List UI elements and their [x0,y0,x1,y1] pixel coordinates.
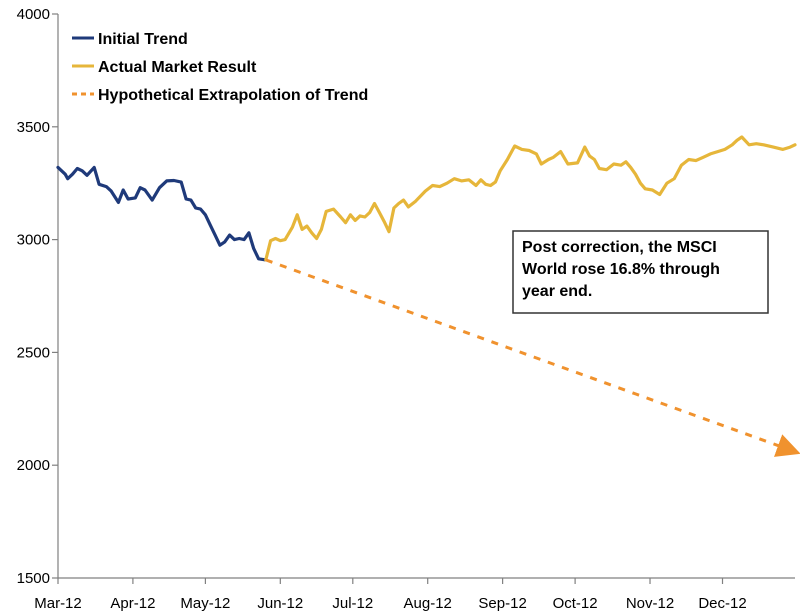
annotation-line: year end. [522,283,592,300]
x-tick-label: Sep-12 [478,595,526,612]
series-line-2 [264,135,797,262]
x-tick-label: Mar-12 [34,595,82,612]
y-tick-label: 2500 [17,344,50,361]
x-tick-label: Dec-12 [698,595,746,612]
x-tick-label: May-12 [180,595,230,612]
x-axis-ticks: Mar-12 Apr-12 May-12 Jun-12 Jul-12 Aug-12 Sep-… [34,578,747,612]
y-tick-label: 3500 [17,119,50,136]
y-tick-label: 3000 [17,232,50,249]
x-tick-label: Oct-12 [553,595,598,612]
y-tick-label: 2000 [17,457,50,474]
x-tick-label: Jul-12 [332,595,373,612]
legend-label: Initial Trend [98,31,188,48]
annotation-frame [512,230,769,314]
y-tick-label: 1500 [17,570,50,587]
annotation-line: Post correction, the MSCI [522,239,717,256]
axes [57,14,795,579]
x-tick-label: Apr-12 [110,595,155,612]
annotation-box: Post correction, the MSCI World rose 16.8… [512,230,769,314]
y-tick-label: 4000 [17,6,50,23]
legend-label: Actual Market Result [98,59,257,76]
series-group [56,135,800,457]
annotation-text: Post correction, the MSCI World rose 16.8… [522,239,720,300]
series-line-3 [265,258,800,457]
legend-label: Hypothetical Extrapolation of Trend [98,87,368,104]
series-line-1 [56,165,268,262]
x-tick-label: Aug-12 [404,595,452,612]
y-axis-ticks: 1500 2000 2500 3000 3500 4000 [17,6,58,587]
legend: Initial Trend Actual Market Result Hypothe… [72,31,368,104]
x-tick-label: Nov-12 [626,595,674,612]
x-tick-label: Jun-12 [257,595,303,612]
annotation-line: World rose 16.8% through [522,261,720,278]
